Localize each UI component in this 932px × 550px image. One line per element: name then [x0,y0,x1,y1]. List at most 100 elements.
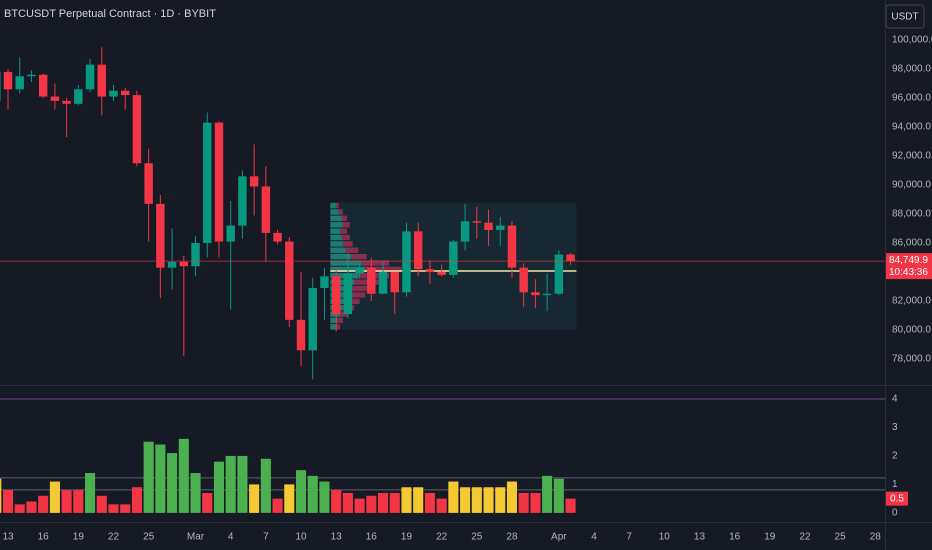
volume-tick-label: 1 [892,479,898,490]
profile-down-bar [335,324,341,330]
candle-body [343,273,353,315]
profile-down-bar [354,279,380,285]
x-tick-label: 4 [591,532,597,543]
candle-body [484,222,493,230]
last-volume-label: 0.5 [890,493,904,504]
volume-tick-label: 4 [892,394,898,405]
volume-bar [190,473,201,513]
x-tick-label: 10 [659,532,671,543]
candle-body [460,221,470,242]
volume-bar [96,495,107,513]
profile-up-bar [330,279,355,285]
volume-bar [530,492,541,513]
volume-bar [518,492,529,513]
candle-body [62,100,71,104]
volume-bar [424,492,435,513]
candle-body [378,272,388,294]
profile-down-bar [351,285,374,292]
profile-up-bar [330,260,362,266]
volume-bar [331,490,342,513]
x-tick-label: 22 [799,532,811,543]
labels: 13 16 19 22 25 Mar 4 7 10 13 16 19 22 25 28 Apr 4 7 10 13 16… [2,35,932,543]
profile-up-bar [330,324,336,330]
candle-body [167,261,177,268]
profile-down-bar [345,247,359,253]
profile-down-bar [337,317,343,324]
x-tick-label: 7 [263,532,269,543]
last-price-label: 84,749.9 [889,255,928,266]
candle-body [413,231,423,270]
x-tick-label: 22 [436,532,448,543]
x-tick-label: 4 [228,532,234,543]
profile-up-bar [330,253,352,260]
profile-down-bar [342,222,350,228]
x-tick-label: Mar [187,532,205,543]
currency-button-label[interactable]: USDT [891,12,918,23]
profile-down-bar [348,292,366,298]
volume-bar [506,481,518,513]
profile-up-bar [330,234,342,241]
volume-bar [471,487,482,513]
candle-body [120,90,130,96]
candle-body [554,254,564,294]
candle-body [531,292,540,296]
volume-bar [260,458,271,513]
candle-body [85,64,95,90]
volume-bar [553,478,564,513]
volume-bar [565,498,576,513]
volume-bar [61,490,72,513]
volume-bar [2,490,14,513]
profile-down-bar [342,241,353,247]
volume-bar [366,495,377,513]
y-tick-label: 90,000.0 [892,180,931,191]
y-tick-label: 82,000.0 [892,296,931,307]
candle-body [496,225,505,230]
volume-bar [108,504,119,513]
candle-body [132,95,142,164]
marks [0,47,885,513]
y-tick-label: 86,000.0 [892,238,931,249]
candle-body [402,231,411,293]
volume-bar [295,470,307,513]
profile-up-bar [330,247,346,253]
x-tick-label: 16 [366,532,378,543]
candle-body [3,71,13,90]
currency-button[interactable] [885,4,925,29]
profile-down-bar [341,234,350,241]
volume-bar [0,478,2,513]
volume-bar [85,473,96,513]
y-tick-label: 100,000.0 [892,35,932,46]
candle-body [249,176,259,187]
x-tick-label: 19 [764,532,776,543]
candle-body [27,74,36,77]
volume-bar [26,501,37,513]
x-tick-label: 25 [143,532,155,543]
volume-bar [213,461,225,513]
candle-body [320,276,329,288]
volume-tick-label: 3 [892,422,898,433]
candle-body [449,241,458,275]
candle-body [191,243,200,267]
candle-body [226,225,235,242]
y-tick-label: 88,000.0 [892,209,931,220]
x-tick-label: 16 [729,532,741,543]
profile-up-bar [330,285,352,292]
candle-body [367,267,376,294]
candle-body [285,241,294,320]
volume-bar [14,504,25,513]
x-tick-label: 22 [108,532,120,543]
volume-bar [460,487,471,513]
profile-down-bar [335,202,339,209]
volume-bar [448,481,459,513]
volume-bar [202,492,213,513]
profile-up-bar [330,222,343,228]
candle-body [355,267,364,274]
candle-body [179,261,189,267]
candle-body [38,74,48,97]
x-tick-label: 7 [626,532,632,543]
x-tick-label: 13 [2,532,14,543]
candle-body [214,122,224,242]
chart-title: BTCUSDT Perpetual Contract · 1D · BYBIT [4,8,216,20]
profile-up-bar [330,317,338,324]
candle-body [331,276,341,315]
